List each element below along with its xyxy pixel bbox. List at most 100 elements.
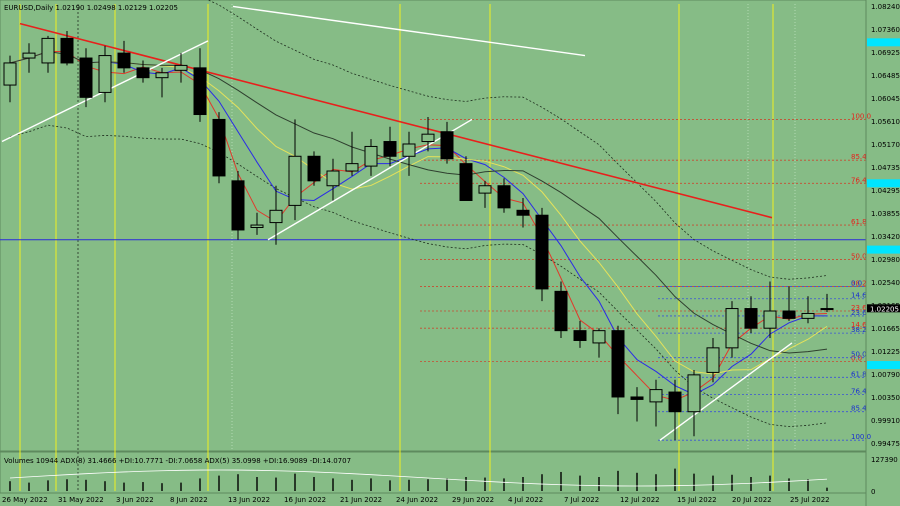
price-tick-label: 1.08240	[871, 3, 900, 11]
fib-lower-label: 61.8	[851, 370, 867, 378]
candle-body	[459, 163, 473, 201]
candle-body	[535, 214, 549, 290]
fib-upper-label: 50.0	[851, 252, 867, 260]
moving-average-line	[9, 50, 828, 354]
date-tick-label: 15 Jul 2022	[677, 496, 717, 504]
candle-body	[307, 155, 321, 182]
white-trendline-top	[232, 5, 586, 57]
candle-body	[231, 180, 245, 231]
candle-body	[269, 209, 283, 224]
fib-upper-label: 100.0	[851, 112, 871, 120]
date-axis: 26 May 2022 31 May 2022 3 Jun 2022 8 Jun 20…	[2, 496, 830, 504]
volume-bars	[9, 468, 828, 491]
price-tick-label: 0.99475	[871, 440, 900, 448]
candle-body	[440, 131, 454, 160]
white-trendline-bottom	[659, 342, 793, 441]
candle-body	[592, 330, 606, 344]
candle-body	[41, 37, 55, 64]
candle-body	[744, 308, 758, 329]
fib-upper-label: 14.6	[851, 321, 867, 329]
price-tick-label: 1.06925	[871, 49, 900, 57]
date-tick-label: 4 Jul 2022	[508, 496, 543, 504]
candle-body	[155, 72, 169, 79]
candle-body	[782, 310, 796, 319]
current-price-label: 1.02205	[870, 305, 899, 313]
highlight-price-box	[867, 38, 900, 47]
volume-scale-max: 127390	[871, 456, 898, 464]
price-tick-label: 1.04735	[871, 164, 900, 172]
date-tick-label: 3 Jun 2022	[116, 496, 154, 504]
candle-body	[630, 396, 644, 400]
candle-body	[516, 209, 530, 216]
marker-price-box	[867, 245, 900, 254]
price-tick-label: 1.03855	[871, 210, 900, 218]
volume-scale-min: 0	[871, 488, 875, 496]
vertical-period-lines	[19, 4, 796, 491]
candle-body	[136, 67, 150, 79]
candle-body	[649, 389, 663, 403]
price-tick-label: 1.06485	[871, 72, 900, 80]
candle-body	[60, 37, 74, 64]
date-tick-label: 31 May 2022	[58, 496, 104, 504]
candle-body	[611, 330, 625, 398]
fib-lower-label: 85.4	[851, 405, 867, 413]
price-tick-label: 1.01665	[871, 325, 900, 333]
fib-upper-label: 76.4	[851, 176, 867, 184]
candle-body	[345, 163, 359, 172]
candle-body	[98, 55, 112, 93]
candle-body	[288, 155, 302, 206]
price-tick-label: 1.02980	[871, 256, 900, 264]
fib-lower-label: 38.2	[851, 326, 867, 334]
date-tick-label: 7 Jul 2022	[564, 496, 599, 504]
fib-lower-label: 100.0	[851, 433, 871, 441]
adx-line	[9, 469, 828, 487]
marker-price-box	[867, 361, 900, 370]
current-price-box	[867, 304, 900, 313]
white-trendline-mid	[267, 118, 473, 241]
date-tick-label: 16 Jun 2022	[284, 496, 326, 504]
candle-body	[554, 290, 568, 332]
price-tick-label: 1.01225	[871, 348, 900, 356]
candlesticks[interactable]	[3, 31, 834, 441]
candle-body	[250, 224, 264, 229]
candle-body	[22, 52, 36, 59]
price-tick-label: 1.05170	[871, 141, 900, 149]
candle-body	[478, 185, 492, 194]
envelope-line	[207, 0, 828, 280]
candle-body	[687, 374, 701, 413]
date-tick-label: 29 Jun 2022	[452, 496, 494, 504]
candle-body	[402, 143, 416, 157]
candle-body	[326, 170, 340, 187]
candle-body	[820, 308, 834, 311]
fib-lower-label: 14.6	[851, 292, 867, 300]
candle-body	[706, 347, 720, 373]
date-tick-label: 26 May 2022	[2, 496, 48, 504]
candle-body	[725, 308, 739, 349]
candle-body	[573, 330, 587, 341]
candle-body	[193, 67, 207, 116]
date-tick-label: 25 Jul 2022	[790, 496, 830, 504]
candle-body	[79, 57, 93, 98]
red-trendline	[19, 22, 773, 219]
fib-upper-label: 23.6	[851, 304, 867, 312]
candle-body	[174, 64, 188, 71]
fib-upper-label: 85.4	[851, 153, 867, 161]
candle-body	[763, 310, 777, 329]
candle-body	[421, 133, 435, 143]
indicator-readout: Volumes 10944 ADX(8) 31.4666 +DI:10.7771…	[4, 457, 351, 465]
date-tick-label: 21 Jun 2022	[340, 496, 382, 504]
price-tick-label: 1.03420	[871, 233, 900, 241]
candle-body	[364, 145, 378, 167]
fib-lower-label: 0.0	[851, 279, 862, 287]
date-tick-label: 8 Jun 2022	[170, 496, 208, 504]
candle-body	[117, 52, 131, 69]
fibonacci-levels: 100.0 85.4 76.4 61.8 50.0 38.2 23.6 14.6 0.0 0.0 1…	[0, 112, 871, 441]
fib-lower-label: 76.4	[851, 388, 867, 396]
fib-upper-label: 0.0	[851, 355, 862, 363]
candle-body	[212, 118, 226, 177]
candle-body	[497, 185, 511, 209]
candle-body	[383, 141, 397, 157]
date-tick-label: 13 Jun 2022	[228, 496, 270, 504]
